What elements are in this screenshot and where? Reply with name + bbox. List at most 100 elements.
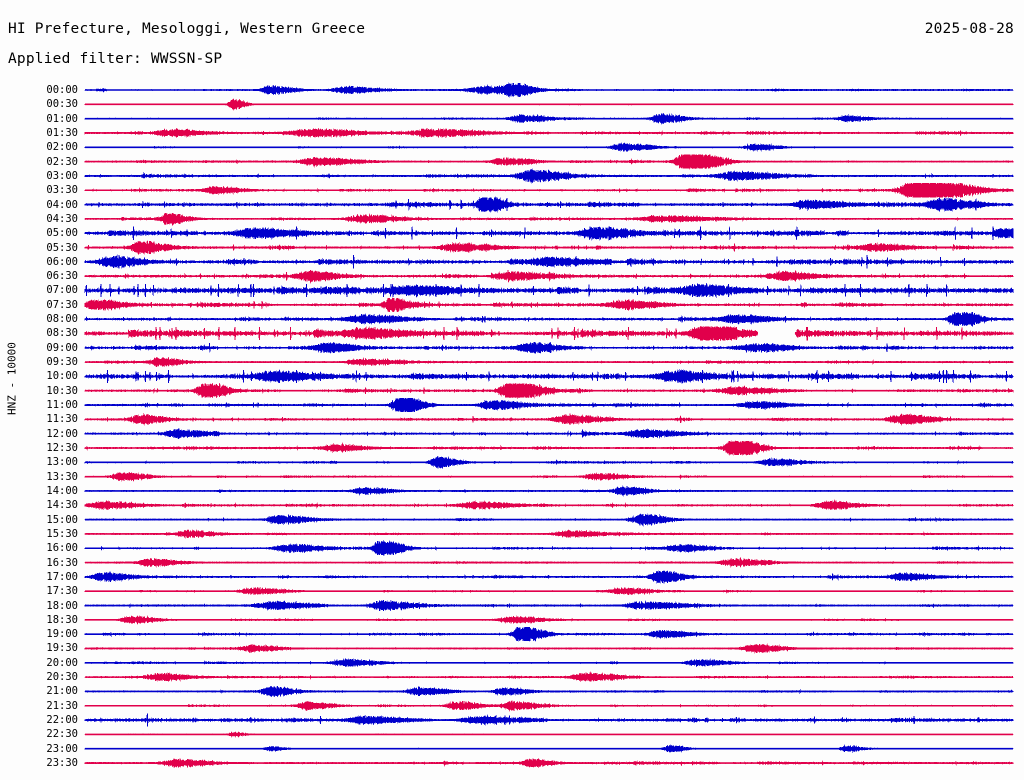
seismic-trace — [84, 382, 1014, 399]
time-tick-label: 11:00 — [46, 399, 78, 412]
seismic-trace — [84, 643, 1014, 654]
seismic-trace — [84, 397, 1014, 413]
seismic-trace — [84, 141, 1014, 153]
time-tick-label: 17:30 — [46, 585, 78, 598]
time-tick-label: 06:00 — [46, 255, 78, 268]
seismic-trace — [84, 615, 1014, 625]
seismic-trace — [84, 428, 1014, 440]
seismic-trace — [84, 627, 1014, 642]
record-date: 2025-08-28 — [924, 21, 1014, 37]
time-tick-label: 15:00 — [46, 513, 78, 526]
time-tick-label: 18:00 — [46, 599, 78, 612]
time-tick-label: 14:30 — [46, 499, 78, 512]
seismic-trace — [84, 341, 1014, 354]
seismic-trace — [84, 600, 1014, 612]
seismic-trace — [84, 182, 1014, 199]
seismic-trace — [84, 196, 1014, 213]
seismic-trace — [84, 513, 1014, 527]
seismic-trace — [84, 112, 1014, 125]
time-tick-label: 20:30 — [46, 671, 78, 684]
seismic-trace — [84, 540, 1014, 556]
time-tick-label: 16:00 — [46, 542, 78, 555]
time-tick-label: 13:30 — [46, 470, 78, 483]
seismic-trace — [84, 212, 1014, 227]
time-tick-label: 11:30 — [46, 413, 78, 426]
time-tick-label: 09:30 — [46, 356, 78, 369]
time-tick-label: 21:30 — [46, 699, 78, 712]
seismic-trace — [84, 269, 1014, 284]
seismic-trace — [84, 311, 1014, 327]
seismic-trace — [84, 325, 1014, 342]
seismic-trace — [84, 440, 1014, 456]
seismic-trace — [84, 82, 1014, 98]
time-tick-label: 06:30 — [46, 270, 78, 283]
time-tick-label: 02:00 — [46, 141, 78, 154]
seismic-trace — [84, 368, 1014, 384]
time-tick-label: 04:30 — [46, 212, 78, 225]
page-title: HI Prefecture, Mesologgi, Western Greece — [8, 21, 366, 37]
seismic-trace — [84, 757, 1014, 769]
time-tick-label: 23:30 — [46, 757, 78, 770]
seismic-trace — [84, 127, 1014, 139]
seismic-trace — [84, 557, 1014, 569]
time-tick-label: 09:00 — [46, 341, 78, 354]
time-tick-label: 12:30 — [46, 442, 78, 454]
seismic-trace — [84, 282, 1014, 298]
time-tick-label: 00:30 — [46, 98, 78, 111]
time-tick-label: 12:00 — [46, 427, 78, 440]
time-axis: 00:00 00:30 01:00 01:30 02:00 02:30 03:00 03:30… — [0, 0, 84, 780]
seismic-trace — [84, 412, 1014, 426]
seismic-trace — [84, 499, 1014, 511]
time-tick-label: 23:00 — [46, 742, 78, 755]
seismic-trace — [84, 658, 1014, 668]
time-tick-label: 01:30 — [46, 126, 78, 139]
seismic-trace — [84, 356, 1014, 368]
time-tick-label: 22:30 — [46, 728, 78, 741]
seismic-trace — [84, 485, 1014, 497]
seismic-trace — [84, 713, 1014, 727]
time-tick-label: 04:00 — [46, 198, 78, 211]
time-tick-label: 15:30 — [46, 527, 78, 540]
seismic-trace — [84, 685, 1014, 698]
time-tick-label: 05:00 — [46, 227, 78, 240]
seismic-trace — [84, 226, 1014, 242]
time-tick-label: 19:00 — [46, 628, 78, 641]
time-tick-label: 13:00 — [46, 456, 78, 469]
seismic-trace — [84, 455, 1014, 470]
time-tick-label: 08:00 — [46, 313, 78, 326]
time-tick-label: 01:00 — [46, 112, 78, 125]
seismic-trace — [84, 671, 1014, 683]
time-tick-label: 03:00 — [46, 169, 78, 182]
seismic-trace — [84, 297, 1014, 313]
seismic-trace — [84, 98, 1014, 111]
time-tick-label: 07:30 — [46, 298, 78, 311]
time-tick-label: 03:30 — [46, 184, 78, 197]
seismic-trace — [84, 744, 1014, 753]
seismic-trace — [84, 731, 1014, 739]
time-tick-label: 19:30 — [46, 642, 78, 655]
time-tick-label: 08:30 — [46, 327, 78, 340]
seismic-trace — [84, 168, 1014, 184]
time-tick-label: 10:30 — [46, 384, 78, 397]
applied-filter-label: Applied filter: WWSSN-SP — [8, 51, 223, 67]
seismic-trace — [84, 254, 1014, 269]
time-tick-label: 07:00 — [46, 284, 78, 297]
time-tick-label: 05:30 — [46, 241, 78, 254]
time-tick-label: 21:00 — [46, 685, 78, 698]
seismic-trace — [84, 240, 1014, 256]
seismic-trace — [84, 471, 1014, 482]
time-tick-label: 22:00 — [46, 714, 78, 727]
time-tick-label: 10:00 — [46, 370, 78, 383]
time-tick-label: 00:00 — [46, 84, 78, 96]
seismic-trace — [84, 700, 1014, 712]
time-tick-label: 17:00 — [46, 570, 78, 583]
time-tick-label: 14:00 — [46, 484, 78, 497]
time-tick-label: 20:00 — [46, 656, 78, 669]
time-tick-label: 16:30 — [46, 556, 78, 569]
seismic-trace — [84, 154, 1014, 170]
seismic-trace — [84, 528, 1014, 539]
time-tick-label: 18:30 — [46, 613, 78, 626]
